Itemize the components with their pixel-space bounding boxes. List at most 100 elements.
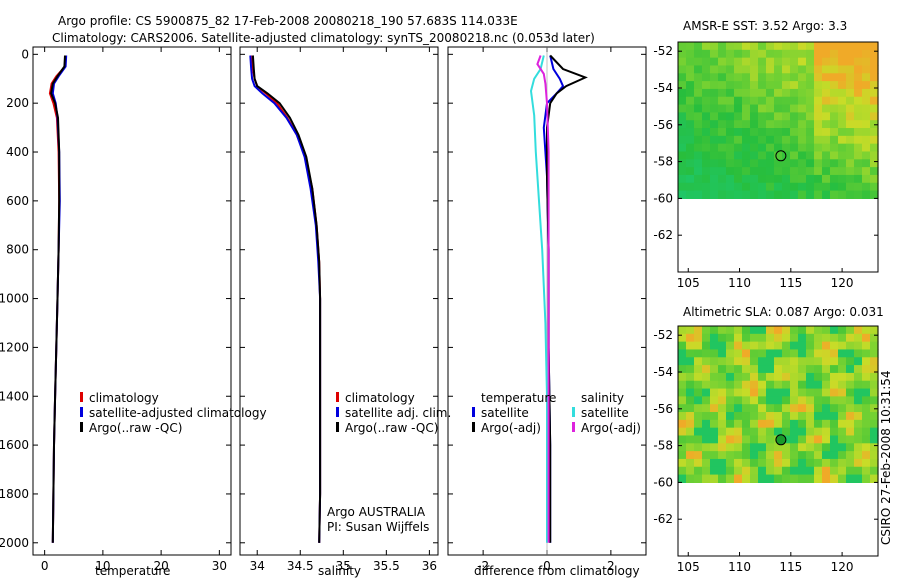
sst-raster-cell [830,112,839,121]
sla-raster-cell [734,466,743,476]
sst-raster-cell [798,167,807,176]
sla-raster-cell [814,474,823,483]
sla-raster-cell [814,404,823,413]
sst-raster-cell [694,57,703,67]
depth-tick-label: 600 [6,194,29,208]
sst-lon-tick-label: 120 [831,276,854,290]
sla-raster-cell [846,388,855,397]
sst-raster-cell [718,167,727,176]
sst-raster-cell [726,96,735,106]
sla-raster-cell [710,419,719,429]
sst-raster-cell [694,104,703,113]
salinity-x-ticks: 34 34.5 35 35.5 36 [240,47,438,573]
sla-raster-cell [710,443,719,452]
sla-raster-cell [758,357,767,366]
sst-raster-cell [678,120,687,129]
sst-raster-cell [702,190,711,199]
sst-raster-cell [750,190,759,199]
sla-raster-cell [766,458,775,468]
sla-raster-cell [726,451,735,460]
sla-raster-cell [710,427,719,437]
sla-raster-cell [782,388,791,397]
sst-raster-cell [734,81,743,90]
sla-raster-cell [822,451,831,460]
sla-raster-cell [734,396,743,405]
sst-raster-cell [862,81,871,90]
legend-label-temp-argo: Argo(-adj) [481,421,541,435]
sst-raster-cell [742,174,751,184]
sla-raster-cell [694,357,703,366]
legend-label-sal-satellite: satellite [581,406,629,420]
argo-location-marker [775,434,787,446]
sst-raster-cell [806,112,815,121]
sla-raster-cell [814,380,823,390]
sla-raster-cell [766,365,775,374]
legend-swatch-argo [80,422,83,432]
sla-raster-cell [758,451,767,460]
sla-raster-cell [774,396,783,405]
sla-raster-cell [782,458,791,468]
sla-raster-cell [782,466,791,476]
sst-raster-cell [710,174,719,184]
sla-raster-cell [694,341,703,351]
sla-raster-cell [782,404,791,413]
sla-raster-cell [862,466,871,476]
sla-raster-cell [718,372,727,382]
sst-raster-cell [846,57,855,67]
sla-raster-cell [694,349,703,358]
sla-raster-cell [678,357,687,366]
legend-label-satellite-adjusted: satellite-adjusted climatology [89,406,267,420]
sla-raster-cell [774,349,783,358]
sst-raster-cell [734,104,743,113]
sst-raster-cell [790,104,799,113]
depth-tick-label: 1800 [0,487,29,501]
temperature-x-tick-label: 30 [212,559,227,573]
sla-raster-cell [838,458,847,468]
sst-raster-cell [750,42,759,51]
legend-swatch-sal-satellite [572,407,575,417]
sst-raster-cell [814,151,823,160]
sst-raster-cell [694,174,703,184]
sst-raster-cell [686,128,695,137]
sla-raster-cell [686,357,695,366]
legend-swatch-climatology [80,392,83,402]
sla-raster-cell [790,427,799,437]
sla-raster-cell [830,427,839,437]
sla-raster-cell [758,458,767,468]
sst-raster-cell [678,112,687,121]
sla-raster-cell [798,466,807,476]
sla-raster-cell [718,427,727,437]
sst-raster-cell [830,65,839,74]
legend-swatch-temp-argo [472,422,475,432]
sst-raster-cell [806,135,815,145]
sst-raster-cell [678,174,687,184]
sla-raster-cell [742,333,751,343]
sla-raster-cell [830,404,839,413]
sla-raster-cell [854,396,863,405]
sst-raster-cell [830,81,839,90]
sla-raster-cell [790,333,799,343]
sst-raster-cell [798,120,807,129]
sst-raster-cell [718,42,727,51]
sst-raster-cell [734,174,743,184]
sla-raster-cell [790,466,799,476]
series-line-argo-raw-qc- [251,55,322,543]
sla-raster-cell [686,443,695,452]
sst-raster-cell [726,73,735,82]
sla-raster-cell [766,404,775,413]
series-line-satellite-adjusted-climatology [51,55,68,543]
sla-raster-cell [854,333,863,343]
temperature-panel: 0 200 400 600 800 1000 1200 1400 1600 1800 2000 0 1… [0,46,267,578]
sla-raster-cell [862,326,871,335]
sst-raster-cell [846,128,855,137]
sst-raster-cell [694,65,703,74]
sst-raster-cell [758,143,767,153]
sla-raster-cell [702,396,711,405]
sst-raster-cell [830,96,839,106]
sst-raster-cell [678,159,687,168]
sst-raster-cell [774,42,783,51]
sla-raster-cell [782,443,791,452]
sla-raster-cell [814,451,823,460]
sst-raster-cell [862,112,871,121]
sla-raster-cell [830,396,839,405]
